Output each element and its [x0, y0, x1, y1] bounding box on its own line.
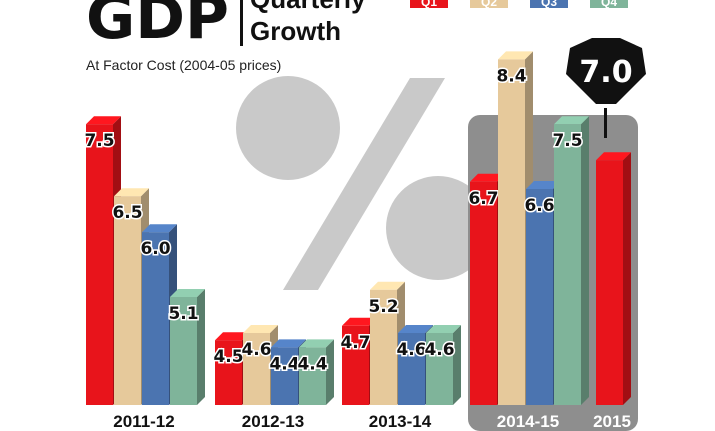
bar-front [498, 59, 525, 406]
data-label: 6.5 [112, 203, 142, 223]
data-label: 7.5 [552, 131, 582, 151]
data-label: 4.6 [396, 340, 426, 360]
bar-side [453, 325, 461, 405]
bar-front [370, 289, 397, 405]
legend-label: Q3 [541, 0, 557, 9]
legend-swatch [530, 0, 568, 8]
bar-front [426, 333, 453, 405]
data-label: 4.7 [340, 333, 370, 353]
category-label-2012-13: 2012-13 [242, 412, 304, 431]
bar-side [326, 339, 334, 405]
chart-subtitle: At Factor Cost (2004-05 prices) [86, 57, 281, 73]
bar-front [554, 124, 581, 405]
badge-value: 7.0 [579, 55, 632, 90]
bar-2012-13-Q4: 4.4 [296, 339, 334, 405]
bar-top [554, 116, 589, 125]
bar-top [526, 181, 561, 189]
bar-top [398, 325, 433, 333]
legend: Q1 Q2 Q3 Q4 [410, 0, 628, 9]
category-label-2013-14: 2013-14 [369, 412, 432, 431]
legend-swatch [590, 0, 628, 8]
data-label: 7.5 [84, 131, 114, 151]
bar-top [271, 339, 306, 348]
bar-side [581, 116, 589, 405]
title-main: GDP [86, 0, 229, 53]
bars-layer: 7.56.56.05.14.54.64.44.44.75.24.64.66.78… [83, 51, 631, 406]
bar-2013-14-Q4: 4.6 [423, 325, 461, 405]
bar-front [114, 196, 141, 405]
percent-sign-icon [236, 76, 490, 290]
legend-swatch [470, 0, 508, 8]
bar-2011-12-Q4: 5.1 [167, 289, 205, 405]
bar-front [170, 297, 197, 405]
data-label: 5.1 [168, 304, 198, 324]
legend-label: Q2 [481, 0, 497, 9]
bar-front [342, 325, 369, 405]
bar-front [526, 189, 553, 405]
title-divider [240, 0, 243, 46]
bar-top [299, 339, 334, 348]
legend-swatch [410, 0, 448, 8]
data-label: 4.6 [424, 340, 454, 360]
bar-2015-Q1 [596, 152, 631, 405]
bar-top [596, 152, 631, 161]
category-label-2011-12: 2011-12 [113, 412, 174, 431]
data-label: 6.0 [140, 239, 170, 259]
title-line2: Growth [250, 16, 341, 46]
category-label-2014-15: 2014-15 [497, 412, 559, 431]
bar-front [299, 347, 326, 405]
title-line1: Quarterly [250, 0, 366, 14]
bar-top [342, 317, 377, 326]
badge-2015: 7.0 [566, 38, 646, 138]
bar-top [215, 332, 250, 341]
data-label: 8.4 [496, 66, 526, 86]
bar-front [215, 340, 242, 405]
bar-front [86, 124, 113, 405]
bar-top [470, 173, 505, 182]
bar-top [370, 281, 405, 290]
data-label: 6.7 [468, 189, 498, 209]
legend-item-Q4: Q4 [590, 0, 628, 9]
legend-label: Q4 [601, 0, 617, 9]
bar-front [271, 347, 298, 405]
bar-top [498, 51, 533, 60]
bar-side [623, 152, 631, 405]
legend-item-Q2: Q2 [470, 0, 508, 9]
bar-top [86, 116, 121, 125]
data-label: 4.4 [269, 354, 299, 374]
bar-2014-15-Q3: 6.6 [523, 181, 561, 405]
bar-front [470, 181, 497, 405]
legend-item-Q3: Q3 [530, 0, 568, 9]
data-label: 6.6 [524, 196, 554, 216]
bar-2014-15-Q4: 7.5 [551, 116, 589, 405]
bar-front [243, 333, 270, 405]
bar-top [114, 188, 149, 197]
bar-front [142, 232, 169, 405]
bar-side [197, 289, 205, 405]
data-label: 5.2 [368, 297, 398, 317]
bar-top [243, 325, 278, 333]
legend-label: Q1 [421, 0, 437, 9]
badge-shape [566, 38, 646, 104]
bar-top [170, 289, 205, 297]
category-labels: 2011-12 2012-13 2013-14 2014-15 2015 [113, 412, 631, 431]
category-label-2015: 2015 [593, 412, 631, 431]
bar-front [596, 160, 623, 405]
bar-top [142, 224, 177, 233]
bar-top [426, 325, 461, 333]
data-label: 4.5 [213, 347, 243, 367]
legend-item-Q1: Q1 [410, 0, 448, 9]
bar-front [398, 333, 425, 405]
data-label: 4.6 [241, 340, 271, 360]
bar-2011-12-Q1: 7.5 [83, 116, 121, 405]
data-label: 4.4 [297, 354, 327, 374]
